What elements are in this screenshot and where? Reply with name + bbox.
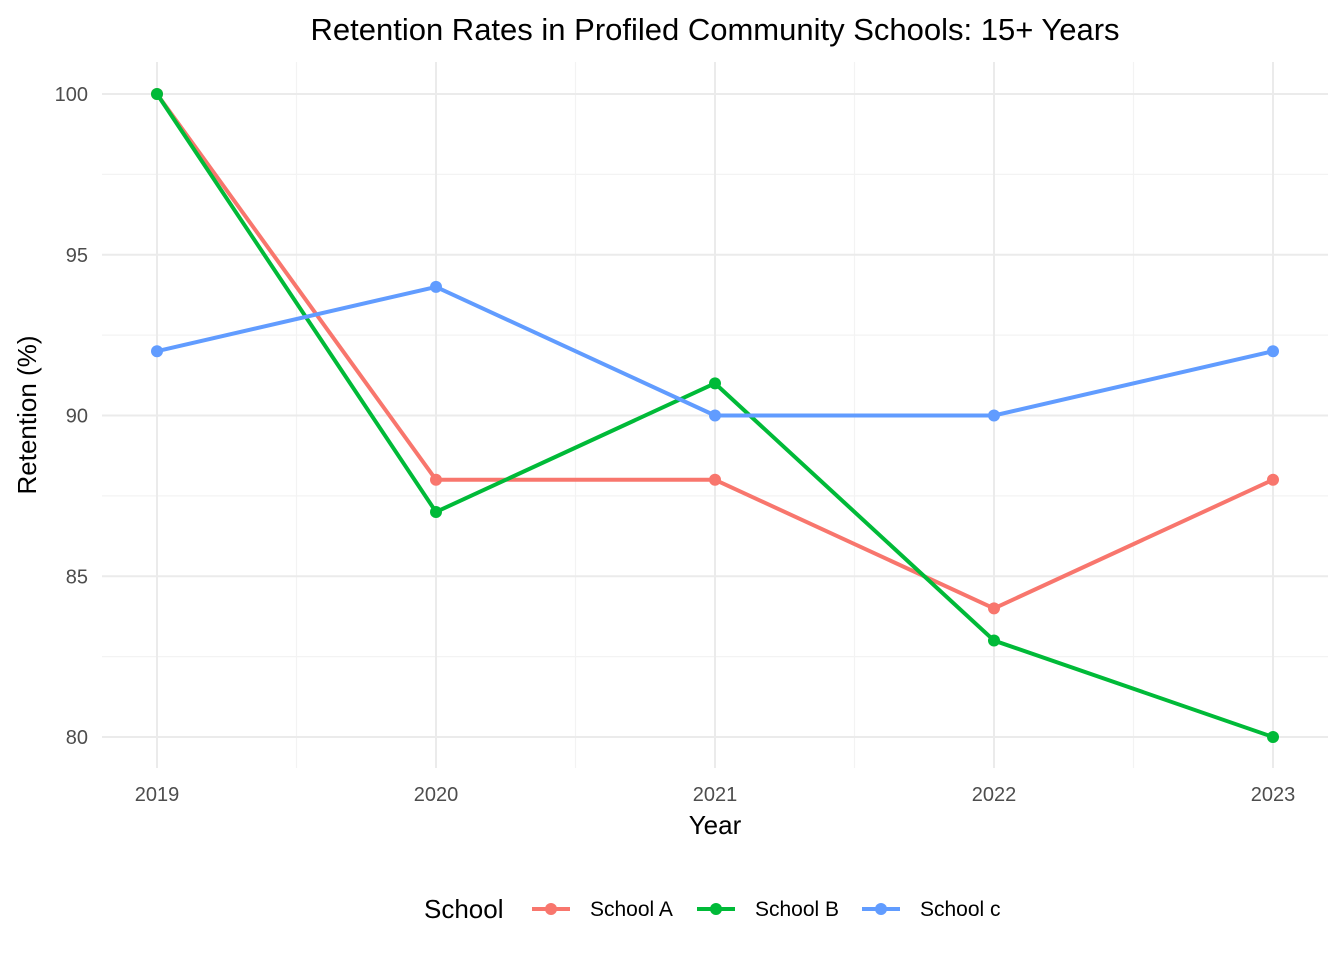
data-point xyxy=(430,280,442,293)
legend: School School A School B School c xyxy=(424,894,1001,924)
chart-title: Retention Rates in Profiled Community Sc… xyxy=(310,12,1119,47)
y-tick-label: 100 xyxy=(55,84,88,106)
x-tick-label: 2022 xyxy=(972,784,1017,806)
data-point xyxy=(151,88,163,100)
data-point xyxy=(430,473,442,486)
y-axis-title: Retention (%) xyxy=(12,336,42,495)
legend-label: School B xyxy=(755,898,839,921)
legend-label: School c xyxy=(920,898,1001,921)
y-tick-label: 80 xyxy=(66,727,88,749)
x-tick-label: 2023 xyxy=(1251,784,1296,806)
data-point xyxy=(151,345,163,358)
y-axis-ticks: 80 85 90 95 100 xyxy=(55,84,88,749)
legend-key-point xyxy=(545,903,557,915)
legend-title: School xyxy=(424,894,504,924)
data-point xyxy=(709,409,721,422)
y-tick-label: 90 xyxy=(66,406,88,428)
x-axis-ticks: 2019 2020 2021 2022 2023 xyxy=(135,784,1296,806)
data-point xyxy=(430,505,442,518)
series-3 xyxy=(151,280,1279,422)
data-point xyxy=(709,377,721,390)
series-2 xyxy=(151,88,1279,743)
data-point xyxy=(988,602,1000,615)
series-group xyxy=(151,88,1279,743)
y-tick-label: 85 xyxy=(66,566,88,588)
x-axis-title: Year xyxy=(689,810,742,840)
data-point xyxy=(709,473,721,486)
data-point xyxy=(988,409,1000,422)
legend-label: School A xyxy=(590,898,673,921)
y-tick-label: 95 xyxy=(66,245,88,267)
legend-item: School A xyxy=(532,898,673,921)
legend-key-point xyxy=(875,903,887,915)
legend-item: School c xyxy=(862,898,1001,921)
data-point xyxy=(988,634,1000,647)
x-tick-label: 2019 xyxy=(135,784,180,806)
data-point xyxy=(1267,345,1279,358)
legend-item: School B xyxy=(697,898,839,921)
x-tick-label: 2021 xyxy=(693,784,738,806)
x-tick-label: 2020 xyxy=(414,784,459,806)
data-point xyxy=(1267,731,1279,743)
legend-key-point xyxy=(710,903,722,915)
data-point xyxy=(1267,473,1279,486)
